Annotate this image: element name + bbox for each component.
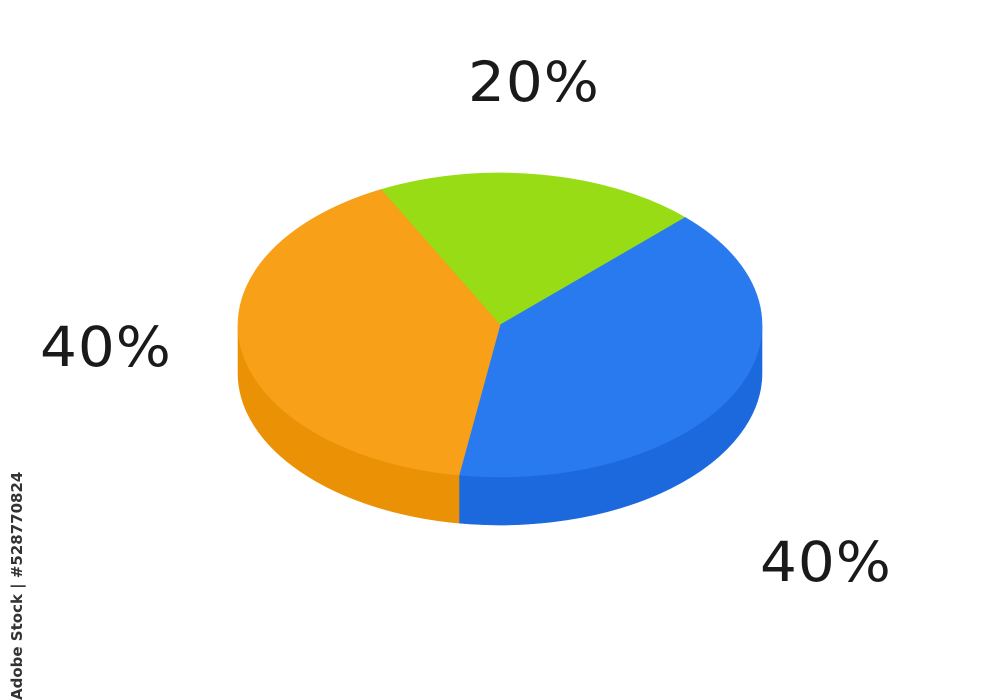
pie-slice-1 (380, 172, 686, 326)
data-label-slice-1: 20% (468, 49, 600, 115)
pie-slice-2 (458, 217, 763, 478)
data-label-slice-2: 40% (760, 529, 892, 595)
watermark-id: Adobe Stock | #528770824 (8, 471, 26, 700)
pie-slice-3 (237, 189, 501, 476)
data-label-slice-3: 40% (40, 314, 172, 380)
